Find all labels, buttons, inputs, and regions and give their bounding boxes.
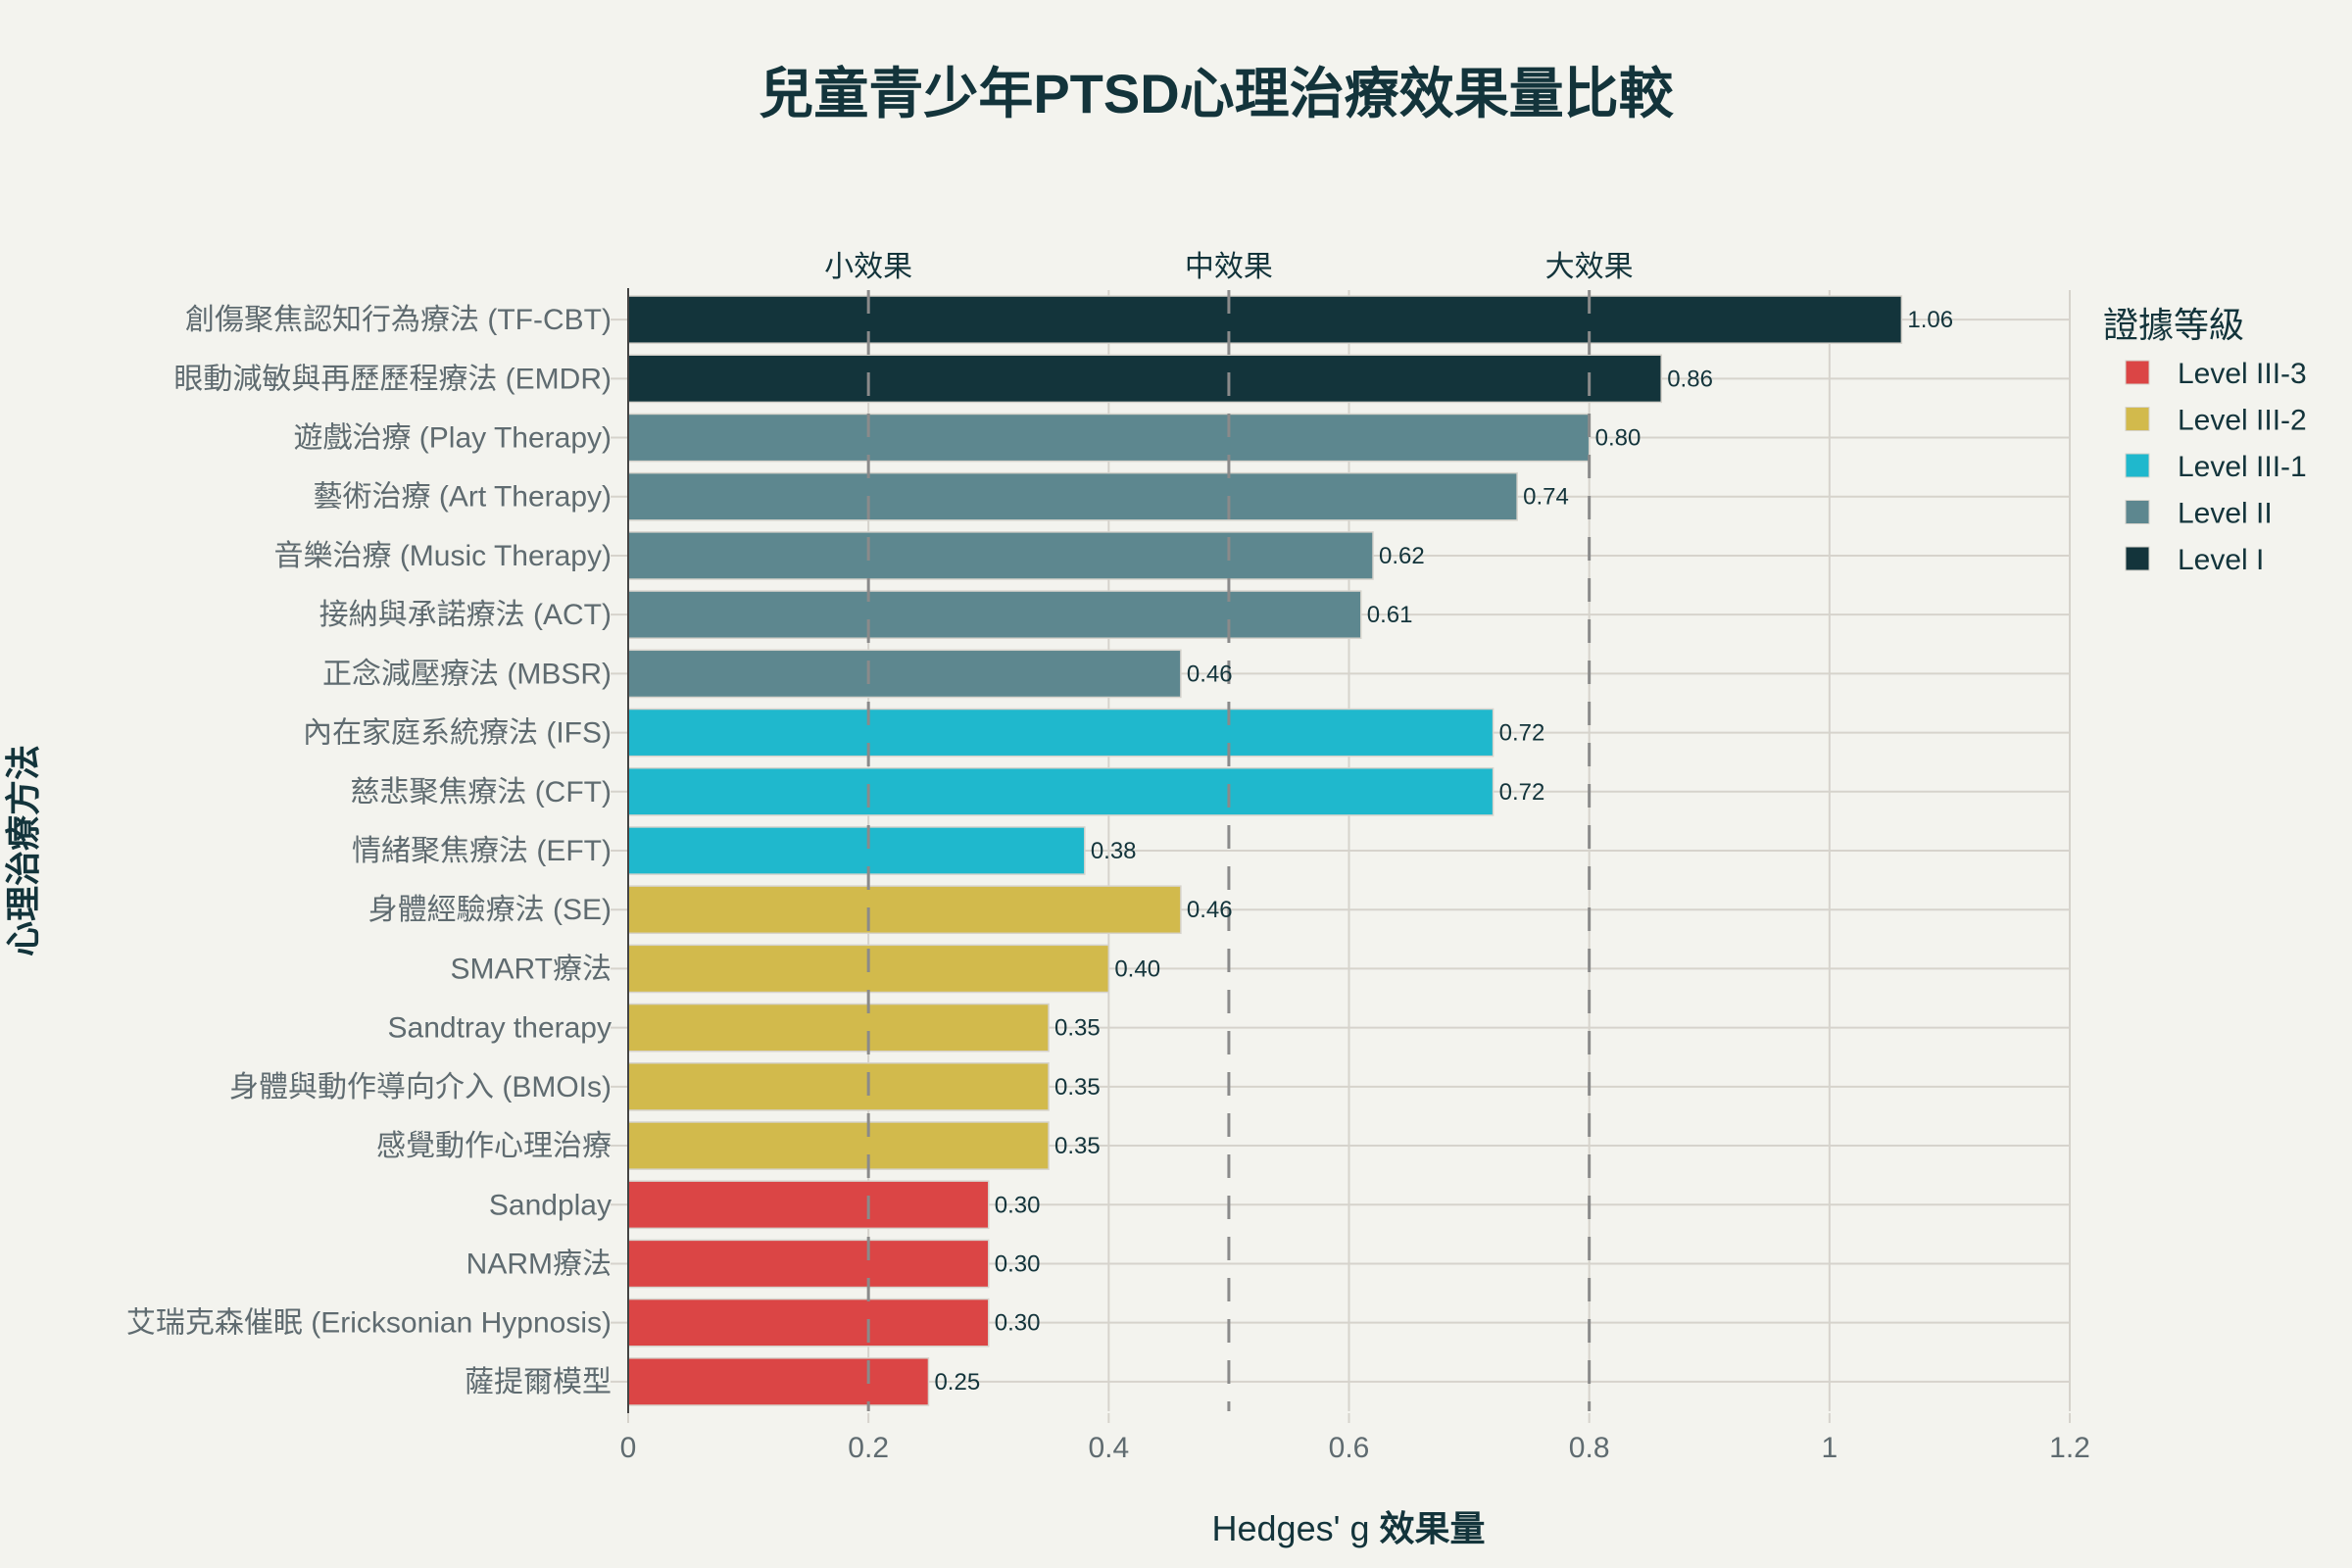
y-tick-label: 慈悲聚焦療法 (CFT) bbox=[350, 776, 612, 808]
data-label: 0.72 bbox=[1499, 779, 1545, 806]
legend-swatch bbox=[2125, 500, 2150, 524]
legend: 證據等級 Level III-3 Level III-2 Level III-1 Le… bbox=[2103, 305, 2307, 576]
x-tick-label: 0.8 bbox=[1569, 1432, 1610, 1464]
reference-line-label: 小效果 bbox=[824, 251, 912, 283]
data-label: 0.38 bbox=[1091, 838, 1137, 864]
x-axis-title-prefix: Hedges' g bbox=[1212, 1508, 1380, 1548]
x-tick-label: 1 bbox=[1821, 1432, 1838, 1464]
y-tick-label: 身體與動作導向介入 (BMOIs) bbox=[229, 1071, 612, 1103]
bar bbox=[627, 295, 1903, 344]
y-tick-label: SMART療法 bbox=[451, 953, 612, 985]
data-label: 0.72 bbox=[1499, 720, 1545, 747]
x-tick-label: 0.2 bbox=[848, 1432, 889, 1464]
data-label: 0.62 bbox=[1379, 543, 1425, 569]
data-label: 0.35 bbox=[1054, 1133, 1101, 1159]
legend-entry-label: Level III-2 bbox=[2178, 405, 2307, 437]
y-tick-label: Sandplay bbox=[489, 1189, 612, 1221]
legend-title: 證據等級 bbox=[2103, 305, 2244, 345]
bar bbox=[627, 1003, 1050, 1053]
data-label: 0.74 bbox=[1523, 484, 1569, 511]
data-label: 0.86 bbox=[1667, 366, 1713, 392]
data-label: 0.30 bbox=[995, 1192, 1041, 1218]
x-axis-title-bold: 效果量 bbox=[1379, 1508, 1485, 1548]
legend-swatch bbox=[2125, 360, 2150, 385]
bar bbox=[627, 1062, 1050, 1111]
y-tick-label: 內在家庭系統療法 (IFS) bbox=[303, 717, 612, 750]
bar bbox=[627, 471, 1518, 521]
reference-line-label: 大效果 bbox=[1545, 251, 1634, 283]
x-tick-label: 0 bbox=[620, 1432, 637, 1464]
x-tick-label: 1.2 bbox=[2049, 1432, 2090, 1464]
bar bbox=[627, 708, 1494, 758]
legend-swatch bbox=[2125, 546, 2150, 571]
y-tick-label: 眼動減敏與再歷歷程療法 (EMDR) bbox=[173, 363, 612, 395]
y-tick-label: 遊戲治療 (Play Therapy) bbox=[293, 422, 612, 455]
bars bbox=[627, 295, 1903, 1406]
y-tick-label: 薩提爾模型 bbox=[465, 1366, 612, 1398]
data-labels: 1.06 0.86 0.80 0.74 0.62 0.61 0.46 0.72 0.72 0.38… bbox=[934, 307, 1953, 1396]
bar bbox=[627, 885, 1182, 935]
y-tick-label: NARM療法 bbox=[466, 1248, 612, 1280]
reference-lines: 小效果 中效果 大效果 bbox=[824, 251, 1634, 1411]
data-label: 0.30 bbox=[995, 1250, 1041, 1277]
data-label: 0.46 bbox=[1187, 897, 1233, 923]
bar bbox=[627, 413, 1591, 463]
y-tick-label: 接納與承諾療法 (ACT) bbox=[319, 599, 612, 631]
data-label: 0.25 bbox=[934, 1369, 980, 1396]
legend-swatch bbox=[2125, 453, 2150, 478]
data-label: 0.40 bbox=[1114, 956, 1160, 982]
y-tick-label: 身體經驗療法 (SE) bbox=[368, 894, 612, 926]
y-axis-title: 心理治療方法 bbox=[3, 745, 43, 956]
bar bbox=[627, 1180, 990, 1230]
bar bbox=[627, 590, 1362, 639]
bar bbox=[627, 1357, 930, 1406]
bar bbox=[627, 766, 1494, 816]
y-tick-label: 情緒聚焦療法 (EFT) bbox=[352, 835, 612, 867]
reference-line-label: 中效果 bbox=[1185, 251, 1273, 283]
legend-entry-label: Level III-3 bbox=[2178, 358, 2307, 390]
data-label: 0.35 bbox=[1054, 1015, 1101, 1042]
y-tick-label: 艾瑞克森催眠 (Ericksonian Hypnosis) bbox=[126, 1307, 612, 1340]
data-label: 0.30 bbox=[995, 1310, 1041, 1337]
data-label: 1.06 bbox=[1907, 307, 1953, 333]
bar bbox=[627, 826, 1086, 875]
x-tick-label: 0.6 bbox=[1329, 1432, 1370, 1464]
bar bbox=[627, 1239, 990, 1289]
y-tick-label: 音樂治療 (Music Therapy) bbox=[273, 540, 612, 572]
legend-entry-label: Level III-1 bbox=[2178, 451, 2307, 483]
bar bbox=[627, 531, 1374, 580]
bar bbox=[627, 1298, 990, 1348]
bar bbox=[627, 1121, 1050, 1170]
x-tick-label: 0.4 bbox=[1088, 1432, 1129, 1464]
bar bbox=[627, 354, 1662, 404]
legend-entry-label: Level I bbox=[2178, 544, 2264, 576]
legend-swatch bbox=[2125, 407, 2150, 431]
data-label: 0.35 bbox=[1054, 1074, 1101, 1101]
y-tick-label: Sandtray therapy bbox=[388, 1012, 612, 1045]
bar bbox=[627, 649, 1182, 699]
data-label: 0.80 bbox=[1595, 425, 1642, 452]
x-axis-ticks: 0 0.2 0.4 0.6 0.8 1 1.2 bbox=[620, 1413, 2090, 1464]
y-tick-label: 感覺動作心理治療 bbox=[376, 1130, 612, 1162]
legend-entry-label: Level II bbox=[2178, 498, 2273, 530]
y-axis-ticks: 創傷聚焦認知行為療法 (TF-CBT) 眼動減敏與再歷歷程療法 (EMDR) 遊戲治… bbox=[126, 304, 612, 1398]
y-tick-label: 正念減壓療法 (MBSR) bbox=[322, 658, 612, 690]
data-label: 0.61 bbox=[1367, 602, 1413, 628]
chart-title: 兒童青少年PTSD心理治療效果量比較 bbox=[759, 63, 1674, 124]
data-label: 0.46 bbox=[1187, 661, 1233, 687]
y-tick-label: 創傷聚焦認知行為療法 (TF-CBT) bbox=[185, 304, 612, 336]
y-tick-label: 藝術治療 (Art Therapy) bbox=[314, 481, 612, 514]
x-axis-title: Hedges' g 效果量 bbox=[1212, 1508, 1486, 1548]
